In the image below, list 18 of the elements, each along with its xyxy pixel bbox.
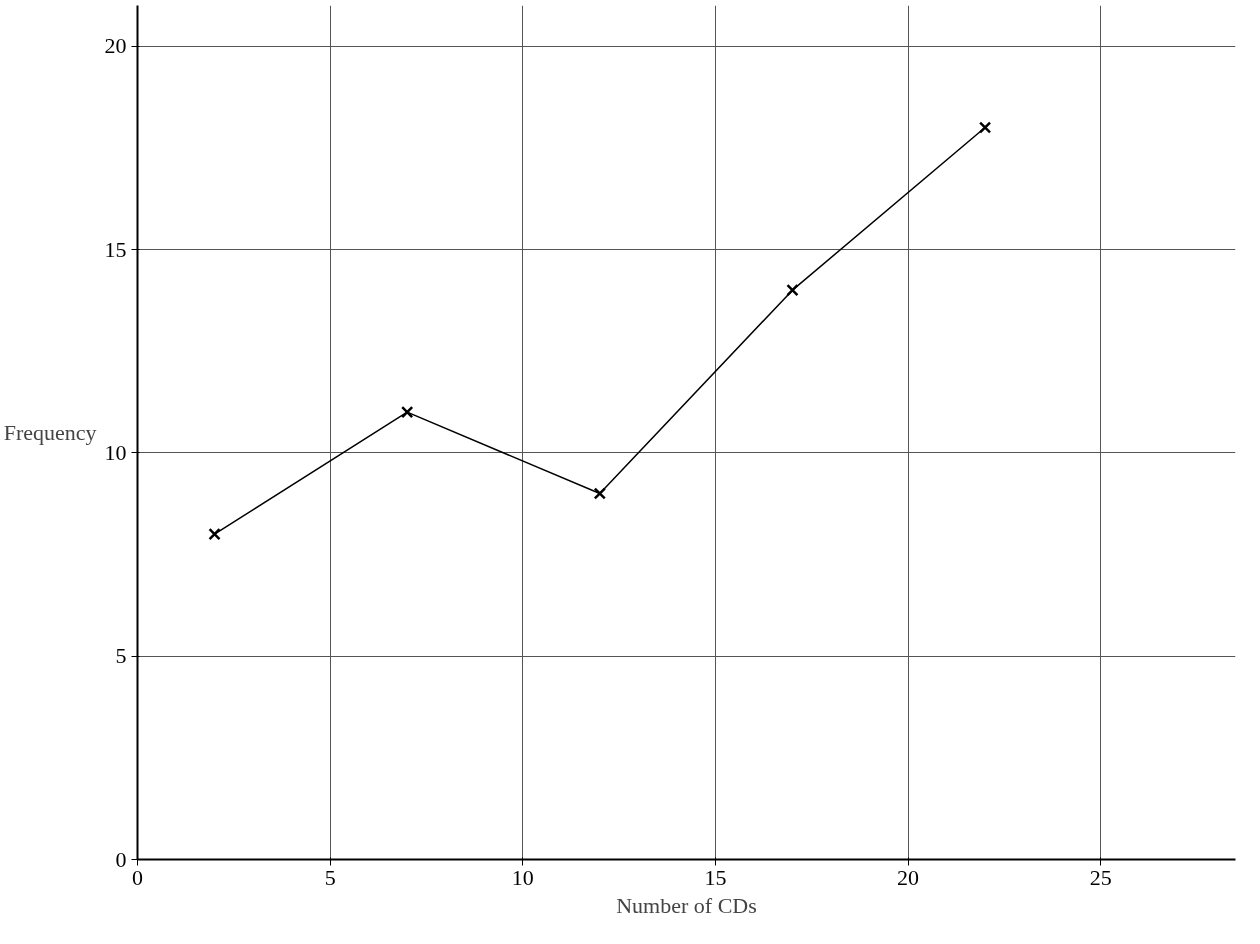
x-tick-label: 10 [511, 864, 534, 890]
point [593, 487, 607, 500]
point [208, 527, 221, 541]
y-tick-label: 15 [104, 236, 127, 262]
y-tick-label: 20 [104, 33, 127, 59]
y-axis-title: Frequency [3, 420, 97, 445]
x-tick-label: 5 [324, 864, 336, 890]
y-tick-label: 10 [104, 439, 127, 465]
point [786, 283, 799, 297]
x-tick-label: 0 [132, 864, 143, 890]
y-tick-label: 0 [115, 846, 127, 872]
point [978, 121, 992, 134]
x-tick-label: 15 [704, 864, 727, 890]
x-tick-label: 25 [1089, 864, 1112, 890]
y-tick-label: 5 [115, 643, 127, 669]
point [400, 405, 414, 419]
x-axis-title: Number of CDs [616, 892, 757, 918]
x-tick-label: 20 [897, 864, 920, 890]
